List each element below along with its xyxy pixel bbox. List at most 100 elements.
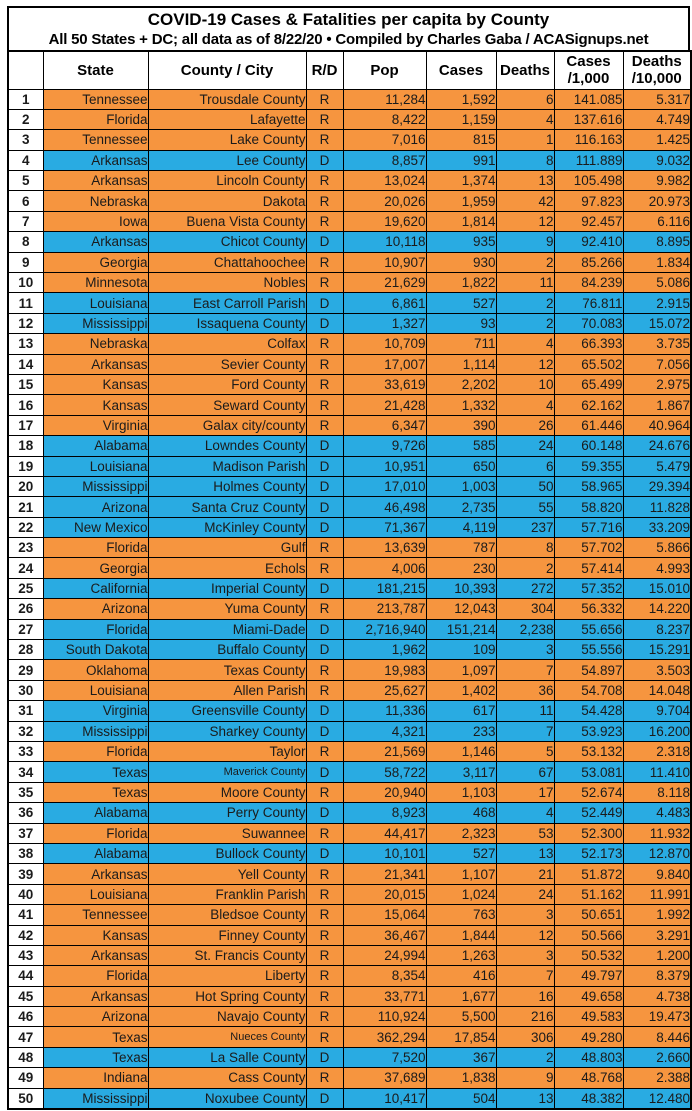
cell-party: D [305, 231, 344, 253]
cell-state: Arizona [42, 1006, 149, 1028]
cell-deaths: 304 [495, 598, 555, 620]
cell-cases: 5,500 [425, 1006, 497, 1028]
header-row: State County / City R/D Pop Cases Deaths… [7, 50, 692, 90]
cell-deaths: 16 [495, 985, 555, 1008]
cell-pop: 36,467 [342, 924, 427, 946]
col-header-deaths: Deaths [495, 50, 555, 90]
cell-deaths-per-10000: 40.964 [622, 414, 692, 437]
cell-pop: 21,341 [342, 863, 427, 885]
cell-cases-per-1000: 84.239 [553, 272, 624, 294]
cell-rank: 46 [7, 1006, 44, 1028]
cell-cases-per-1000: 55.556 [553, 639, 624, 661]
cell-county: Texas County [147, 659, 307, 681]
cell-cases-per-1000: 51.872 [553, 863, 624, 885]
cell-party: D [305, 149, 344, 172]
cell-state: Georgia [42, 251, 149, 274]
cell-cases: 151,214 [425, 618, 497, 641]
cell-pop: 71,367 [342, 516, 427, 539]
cell-state: Texas [42, 1046, 149, 1069]
cell-cases: 416 [425, 965, 497, 987]
cell-party: R [305, 1067, 344, 1089]
table-row: 39 Arkansas Yell County R 21,341 1,107 2… [7, 863, 692, 885]
cell-deaths: 4 [495, 802, 555, 824]
cell-cases-per-1000: 57.414 [553, 557, 624, 579]
cell-deaths: 9 [495, 231, 555, 253]
cell-pop: 8,857 [342, 149, 427, 172]
cell-cases: 1,107 [425, 863, 497, 885]
cell-county: Buena Vista County [147, 210, 307, 233]
cell-county: La Salle County [147, 1046, 307, 1069]
table-row: 8 Arkansas Chicot County D 10,118 935 9 … [7, 231, 692, 253]
cell-deaths-per-10000: 15.072 [622, 312, 692, 335]
cell-pop: 19,620 [342, 210, 427, 233]
cell-deaths: 55 [495, 496, 555, 518]
cell-rank: 32 [7, 720, 44, 743]
cell-county: Miami-Dade [147, 618, 307, 641]
cell-pop: 110,924 [342, 1006, 427, 1028]
cell-state: Florida [42, 822, 149, 844]
cell-cases-per-1000: 76.811 [553, 292, 624, 314]
cell-county: Issaquena County [147, 312, 307, 335]
cell-rank: 26 [7, 598, 44, 620]
cell-county: Nueces County [147, 1026, 307, 1048]
table-row: 46 Arizona Navajo County R 110,924 5,500… [7, 1006, 692, 1028]
cell-deaths-per-10000: 2.388 [622, 1067, 692, 1089]
cell-cases-per-1000: 54.708 [553, 679, 624, 702]
col-header-rank [7, 50, 44, 90]
cell-cases: 1,332 [425, 394, 497, 416]
cell-cases: 650 [425, 455, 497, 477]
cell-cases: 390 [425, 414, 497, 437]
cell-cases-per-1000: 54.897 [553, 659, 624, 681]
table-row: 17 Virginia Galax city/county R 6,347 39… [7, 414, 692, 437]
cell-pop: 33,619 [342, 373, 427, 396]
cell-cases: 1,114 [425, 353, 497, 375]
cell-rank: 43 [7, 944, 44, 967]
cell-state: Arkansas [42, 353, 149, 375]
cell-rank: 30 [7, 679, 44, 702]
cell-deaths-per-10000: 2.318 [622, 740, 692, 763]
cell-state: Mississippi [42, 475, 149, 498]
cell-cases-per-1000: 53.132 [553, 740, 624, 763]
cell-party: R [305, 1026, 344, 1048]
cell-pop: 7,016 [342, 129, 427, 151]
cell-rank: 2 [7, 108, 44, 131]
cell-pop: 24,994 [342, 944, 427, 967]
cell-state: Alabama [42, 435, 149, 457]
cell-pop: 21,569 [342, 740, 427, 763]
cell-party: R [305, 740, 344, 763]
cell-cases-per-1000: 56.332 [553, 598, 624, 620]
cell-county: Moore County [147, 781, 307, 804]
cell-rank: 19 [7, 455, 44, 477]
cell-pop: 11,336 [342, 700, 427, 722]
cell-pop: 20,940 [342, 781, 427, 804]
cell-party: D [305, 475, 344, 498]
cell-county: Ford County [147, 373, 307, 396]
cell-cases-per-1000: 49.280 [553, 1026, 624, 1048]
cell-pop: 19,983 [342, 659, 427, 681]
cell-deaths-per-10000: 14.048 [622, 679, 692, 702]
cell-pop: 8,923 [342, 802, 427, 824]
cell-rank: 8 [7, 231, 44, 253]
table-title: COVID-19 Cases & Fatalities per capita b… [147, 10, 550, 29]
cell-cases: 1,263 [425, 944, 497, 967]
cell-deaths-per-10000: 14.220 [622, 598, 692, 620]
cell-cases: 1,592 [425, 88, 497, 110]
cell-cases-per-1000: 49.583 [553, 1006, 624, 1028]
cell-state: Kansas [42, 924, 149, 946]
cell-party: R [305, 108, 344, 131]
cell-pop: 6,861 [342, 292, 427, 314]
cell-party: R [305, 659, 344, 681]
cell-cases-per-1000: 57.702 [553, 537, 624, 559]
cell-state: Arizona [42, 496, 149, 518]
cell-state: Oklahoma [42, 659, 149, 681]
cell-county: Imperial County [147, 577, 307, 600]
cell-cases-per-1000: 58.820 [553, 496, 624, 518]
cell-deaths: 36 [495, 679, 555, 702]
cell-county: Navajo County [147, 1006, 307, 1028]
cell-state: Tennessee [42, 904, 149, 926]
cell-pop: 10,951 [342, 455, 427, 477]
cell-deaths-per-10000: 8.237 [622, 618, 692, 641]
table-row: 29 Oklahoma Texas County R 19,983 1,097 … [7, 659, 692, 681]
cell-party: R [305, 904, 344, 926]
